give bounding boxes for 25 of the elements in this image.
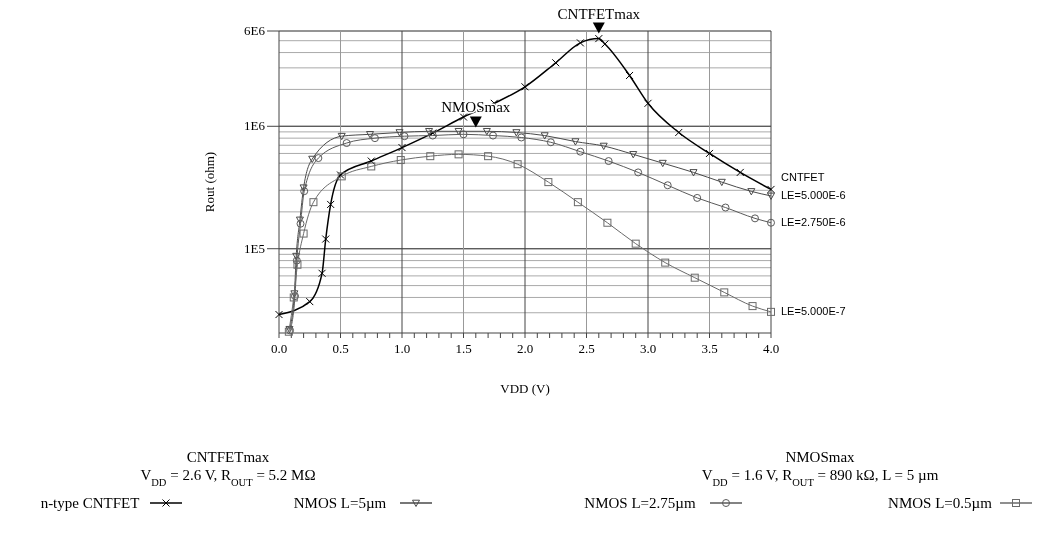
x-tick-label: 2.5	[578, 341, 595, 356]
annotation: LE=5.000E-7	[781, 304, 846, 317]
x-tick-label: 3.0	[639, 341, 657, 356]
legend-label: NMOS L=5µm	[293, 495, 387, 511]
legend-label: n-type CNTFET	[40, 495, 140, 511]
text: NMOSmax V$_{DD}$ = 1.6 V, R$_{OUT}$ = 890 kΩ, L = 5 µm	[701, 449, 939, 488]
legend-label: NMOS L=2.75µm	[584, 495, 696, 511]
x-tick-label: 1.5	[455, 341, 472, 356]
text: CNTFETmax V$_{DD}$ = 2.6 V, R$_{OUT}$ = 5.2 MΩ	[140, 449, 316, 488]
x-tick-label: 4.0	[762, 341, 780, 356]
y-tick-label: 6E6	[244, 23, 266, 38]
x-tick-label: 2.0	[516, 341, 534, 356]
x-axis-title: VDD (V)	[500, 381, 550, 396]
annotation: CNTFET	[781, 171, 825, 184]
annotation: LE=5.000E-6	[781, 188, 846, 201]
annotation: LE=2.750E-6	[781, 215, 846, 228]
y-tick-label: 1E6	[244, 118, 266, 134]
legend-label: NMOS L=0.5µm	[888, 495, 993, 511]
y-tick-label: 1E5	[244, 240, 265, 256]
annotation: CNTFETmax	[557, 5, 641, 22]
x-tick-label: 0.0	[270, 341, 288, 356]
x-tick-label: 3.5	[701, 341, 718, 356]
x-tick-label: 1.0	[393, 341, 411, 356]
x-tick-label: 0.5	[332, 341, 349, 356]
y-axis-title: Rout (ohm)	[202, 151, 217, 213]
